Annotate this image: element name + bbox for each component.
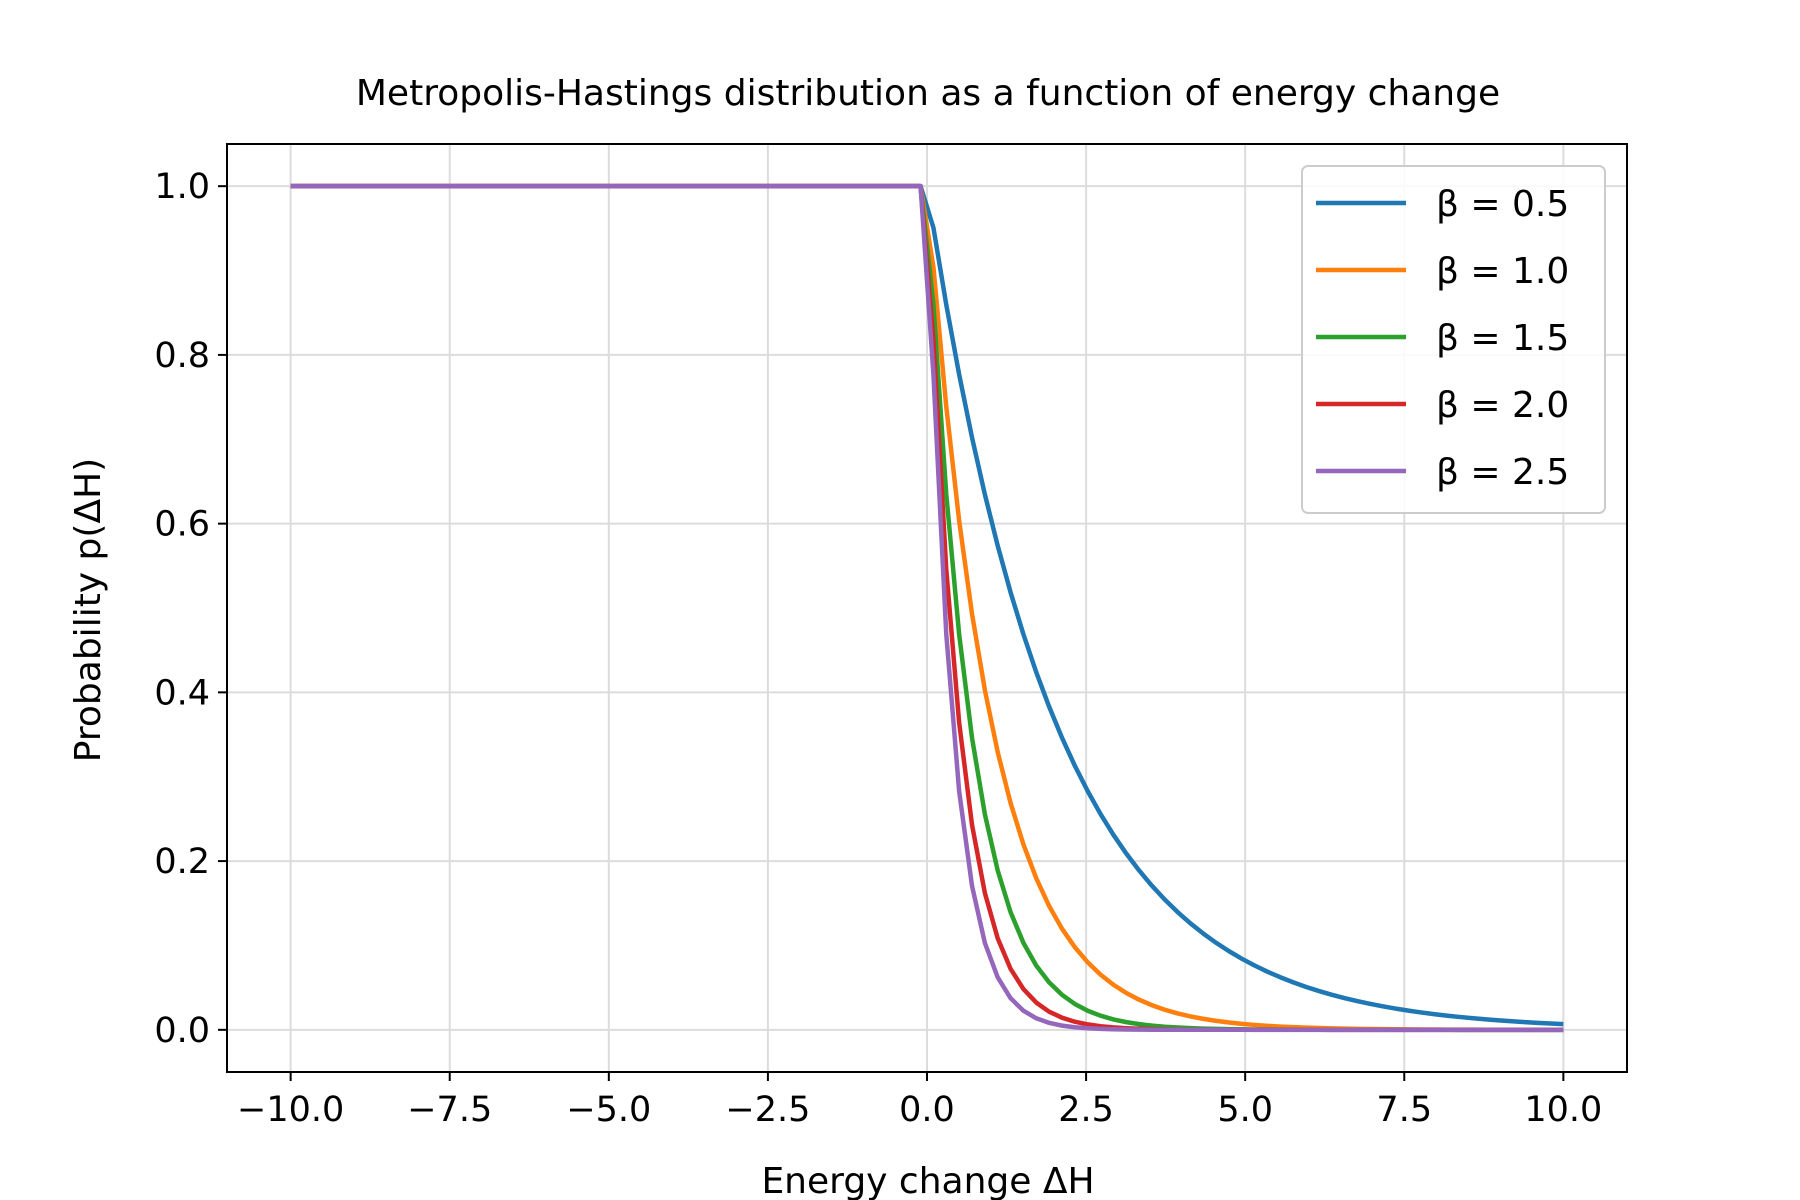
- x-tick-label: 5.0: [1217, 1090, 1273, 1130]
- x-tick-label: −7.5: [407, 1090, 492, 1130]
- legend-label: β = 2.5: [1436, 452, 1569, 493]
- x-tick-label: 10.0: [1524, 1090, 1602, 1130]
- legend-label: β = 1.0: [1436, 251, 1569, 292]
- x-tick-label: 2.5: [1058, 1090, 1114, 1130]
- y-tick-label: 0.2: [154, 842, 210, 882]
- legend-box: [1301, 165, 1606, 514]
- legend-label: β = 0.5: [1436, 184, 1569, 225]
- x-tick-label: −5.0: [566, 1090, 651, 1130]
- x-axis-ticks: −10.0 −7.5 −5.0 −2.5 0.0 2.5 5.0 7.5 10.0: [237, 1072, 1602, 1130]
- legend-label: β = 2.0: [1436, 385, 1569, 426]
- x-tick-label: 0.0: [899, 1090, 955, 1130]
- y-tick-label: 0.0: [154, 1011, 210, 1051]
- y-tick-label: 1.0: [154, 167, 210, 207]
- x-tick-label: −2.5: [725, 1090, 810, 1130]
- y-axis-label: Probability p(ΔH): [68, 458, 109, 762]
- y-tick-label: 0.8: [154, 336, 210, 376]
- y-axis-ticks: 0.0 0.2 0.4 0.6 0.8 1.0: [154, 167, 227, 1051]
- x-axis-label: Energy change ΔH: [761, 1161, 1094, 1200]
- legend-label: β = 1.5: [1436, 318, 1569, 359]
- chart-title: Metropolis-Hastings distribution as a fu…: [356, 73, 1500, 114]
- series-line: [290, 183, 1564, 1033]
- legend: β = 0.5 β = 1.0 β = 1.5 β = 2.0 β = 2.5: [1301, 165, 1606, 514]
- y-tick-label: 0.4: [154, 673, 210, 713]
- x-tick-label: −10.0: [237, 1090, 344, 1130]
- series-lines: [290, 183, 1564, 1033]
- y-tick-label: 0.6: [154, 505, 210, 545]
- x-tick-label: 7.5: [1376, 1090, 1432, 1130]
